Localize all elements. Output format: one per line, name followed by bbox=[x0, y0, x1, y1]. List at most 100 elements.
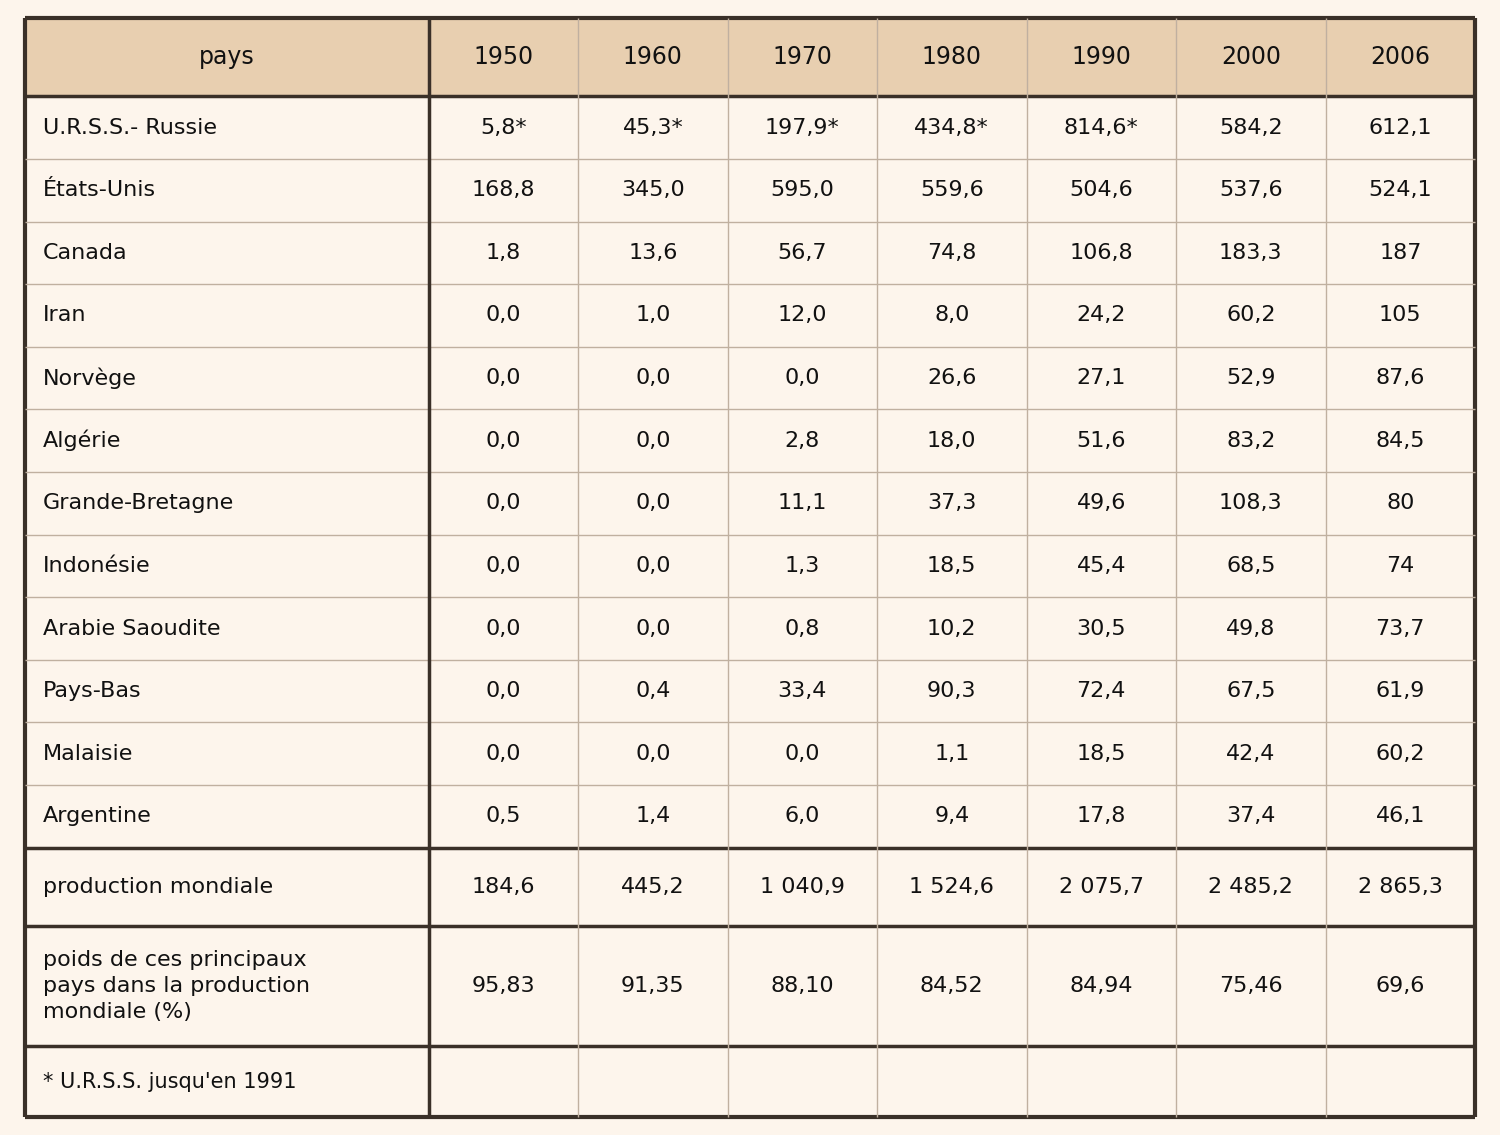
Bar bbox=[1326, 659, 1474, 723]
Bar bbox=[429, 535, 578, 597]
Bar bbox=[878, 848, 1026, 926]
Text: poids de ces principaux
pays dans la production
mondiale (%): poids de ces principaux pays dans la pro… bbox=[44, 950, 310, 1023]
Bar bbox=[429, 159, 578, 221]
Bar bbox=[1026, 535, 1176, 597]
Bar bbox=[1176, 848, 1326, 926]
Bar bbox=[1176, 1046, 1326, 1117]
Bar bbox=[1326, 284, 1474, 347]
Text: 69,6: 69,6 bbox=[1376, 976, 1425, 997]
Bar bbox=[26, 535, 429, 597]
Text: 49,6: 49,6 bbox=[1077, 494, 1126, 513]
Text: États-Unis: États-Unis bbox=[44, 180, 156, 200]
Text: production mondiale: production mondiale bbox=[44, 877, 273, 897]
Bar bbox=[878, 96, 1026, 159]
Text: pays: pays bbox=[200, 45, 255, 69]
Bar bbox=[728, 347, 878, 410]
Bar bbox=[578, 18, 728, 96]
Text: 0,0: 0,0 bbox=[486, 430, 520, 451]
Bar bbox=[878, 347, 1026, 410]
Text: 1970: 1970 bbox=[772, 45, 832, 69]
Text: 345,0: 345,0 bbox=[621, 180, 684, 200]
Text: 37,3: 37,3 bbox=[927, 494, 976, 513]
Bar bbox=[26, 1046, 429, 1117]
Text: 67,5: 67,5 bbox=[1226, 681, 1275, 701]
Text: 2006: 2006 bbox=[1371, 45, 1431, 69]
Bar bbox=[728, 723, 878, 785]
Bar bbox=[1026, 284, 1176, 347]
Bar bbox=[26, 410, 429, 472]
Bar bbox=[1326, 221, 1474, 284]
Bar bbox=[429, 18, 578, 96]
Bar bbox=[578, 410, 728, 472]
Text: 183,3: 183,3 bbox=[1220, 243, 1282, 263]
Bar bbox=[1326, 723, 1474, 785]
Bar bbox=[1176, 926, 1326, 1046]
Bar bbox=[26, 597, 429, 659]
Bar bbox=[429, 659, 578, 723]
Text: 2000: 2000 bbox=[1221, 45, 1281, 69]
Text: 11,1: 11,1 bbox=[777, 494, 826, 513]
Bar bbox=[1026, 659, 1176, 723]
Text: 46,1: 46,1 bbox=[1376, 807, 1425, 826]
Bar bbox=[1176, 18, 1326, 96]
Bar bbox=[728, 659, 878, 723]
Bar bbox=[728, 410, 878, 472]
Bar bbox=[578, 221, 728, 284]
Text: 0,0: 0,0 bbox=[634, 368, 670, 388]
Text: 0,0: 0,0 bbox=[486, 681, 520, 701]
Bar bbox=[1176, 284, 1326, 347]
Bar bbox=[1326, 785, 1474, 848]
Text: 18,0: 18,0 bbox=[927, 430, 976, 451]
Text: 0,0: 0,0 bbox=[634, 494, 670, 513]
Bar bbox=[1176, 221, 1326, 284]
Bar bbox=[1026, 472, 1176, 535]
Text: 1,0: 1,0 bbox=[634, 305, 670, 326]
Bar bbox=[1326, 926, 1474, 1046]
Bar bbox=[578, 159, 728, 221]
Text: 87,6: 87,6 bbox=[1376, 368, 1425, 388]
Text: 18,5: 18,5 bbox=[1077, 743, 1126, 764]
Bar bbox=[429, 221, 578, 284]
Bar bbox=[728, 284, 878, 347]
Bar bbox=[26, 723, 429, 785]
Bar bbox=[1026, 96, 1176, 159]
Text: Grande-Bretagne: Grande-Bretagne bbox=[44, 494, 234, 513]
Text: 197,9*: 197,9* bbox=[765, 118, 840, 137]
Bar bbox=[26, 848, 429, 926]
Text: 42,4: 42,4 bbox=[1226, 743, 1275, 764]
Bar bbox=[26, 472, 429, 535]
Text: Indonésie: Indonésie bbox=[44, 556, 150, 575]
Text: 45,3*: 45,3* bbox=[622, 118, 682, 137]
Bar bbox=[1026, 597, 1176, 659]
Text: 5,8*: 5,8* bbox=[480, 118, 526, 137]
Bar bbox=[878, 472, 1026, 535]
Text: 91,35: 91,35 bbox=[621, 976, 684, 997]
Bar bbox=[878, 535, 1026, 597]
Bar bbox=[728, 926, 878, 1046]
Bar bbox=[728, 221, 878, 284]
Bar bbox=[429, 1046, 578, 1117]
Bar bbox=[1176, 785, 1326, 848]
Text: 2,8: 2,8 bbox=[784, 430, 820, 451]
Text: 537,6: 537,6 bbox=[1220, 180, 1282, 200]
Text: 108,3: 108,3 bbox=[1220, 494, 1282, 513]
Bar bbox=[429, 597, 578, 659]
Bar bbox=[1026, 848, 1176, 926]
Text: 105: 105 bbox=[1378, 305, 1422, 326]
Bar bbox=[728, 848, 878, 926]
Bar bbox=[1176, 472, 1326, 535]
Bar bbox=[578, 926, 728, 1046]
Bar bbox=[578, 347, 728, 410]
Text: 445,2: 445,2 bbox=[621, 877, 684, 897]
Text: 2 075,7: 2 075,7 bbox=[1059, 877, 1144, 897]
Text: 17,8: 17,8 bbox=[1077, 807, 1126, 826]
Bar bbox=[1326, 1046, 1474, 1117]
Text: 27,1: 27,1 bbox=[1077, 368, 1126, 388]
Text: 168,8: 168,8 bbox=[471, 180, 536, 200]
Text: 95,83: 95,83 bbox=[471, 976, 536, 997]
Bar bbox=[878, 785, 1026, 848]
Text: 60,2: 60,2 bbox=[1226, 305, 1275, 326]
Text: 13,6: 13,6 bbox=[628, 243, 678, 263]
Bar bbox=[429, 96, 578, 159]
Text: 83,2: 83,2 bbox=[1226, 430, 1275, 451]
